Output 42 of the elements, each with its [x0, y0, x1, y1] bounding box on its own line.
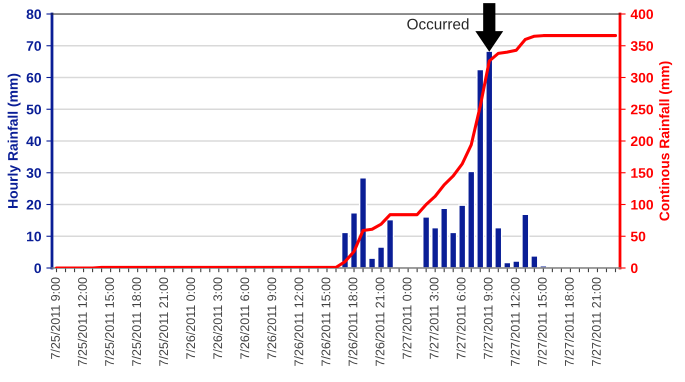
x-tick-label: 7/26/2011 21:00: [375, 278, 384, 366]
x-tick-label: 7/26/2011 6:00: [240, 278, 250, 359]
x-tick-label: 7/26/2011 9:00: [267, 278, 276, 359]
x-tick-label: 7/27/2011 0:00: [402, 278, 412, 359]
x-tick-label: 7/25/2011 12:00: [78, 278, 87, 366]
y2-tick-label: 50: [630, 232, 646, 242]
y2-tick-label: 350: [630, 41, 654, 51]
y-tick-label: 40: [26, 136, 42, 146]
x-tick-label: 7/26/2011 15:00: [321, 278, 330, 366]
x-tick-label: 7/27/2011 3:00: [429, 278, 439, 359]
y2-tick-label: 100: [631, 200, 654, 210]
y-tick-label: 0: [34, 263, 42, 274]
y-tick-label: 10: [27, 232, 42, 242]
y-tick-label: 20: [26, 200, 42, 210]
x-tick-label: 7/27/2011 9:00: [483, 278, 493, 359]
x-tick-label: 7/25/2011 21:00: [158, 278, 168, 366]
x-tick-label: 7/27/2011 6:00: [456, 278, 466, 359]
x-tick-label: 7/26/2011 3:00: [212, 278, 222, 359]
y-tick-label: 60: [26, 72, 42, 83]
x-tick-label: 7/27/2011 21:00: [592, 278, 601, 366]
y-tick-label: 80: [26, 9, 42, 20]
y2-tick-label: 300: [630, 72, 654, 83]
x-tick-label: 7/27/2011 15:00: [538, 278, 547, 366]
annotation: Occurred: [407, 18, 468, 30]
x-tick-label: 7/25/2011 15:00: [104, 278, 114, 366]
y2-tick-label: 0: [630, 263, 638, 274]
x-tick-label: 7/27/2011 18:00: [564, 278, 574, 366]
y2-tick-label: 400: [630, 9, 654, 20]
x-tick-label: 7/25/2011 9:00: [50, 278, 60, 359]
x-tick-label: 7/25/2011 18:00: [132, 278, 142, 366]
y2-axis-title: Continous Rainfall (mm): [659, 61, 672, 221]
y2-tick-label: 200: [630, 136, 654, 146]
y-tick-label: 50: [26, 104, 42, 114]
x-tick-label: 7/27/2011 12:00: [510, 278, 520, 366]
y-axis-title: Hourly Rainfall (mm): [8, 74, 21, 208]
y2-tick-label: 150: [631, 168, 654, 178]
y-tick-label: 70: [26, 41, 42, 51]
y-tick-label: 30: [26, 168, 42, 178]
x-tick-label: 7/26/2011 12:00: [294, 278, 304, 366]
x-tick-label: 7/26/2011 18:00: [348, 278, 358, 366]
x-tick-label: 7/26/2011 0:00: [186, 278, 196, 359]
y2-tick-label: 250: [630, 104, 654, 114]
